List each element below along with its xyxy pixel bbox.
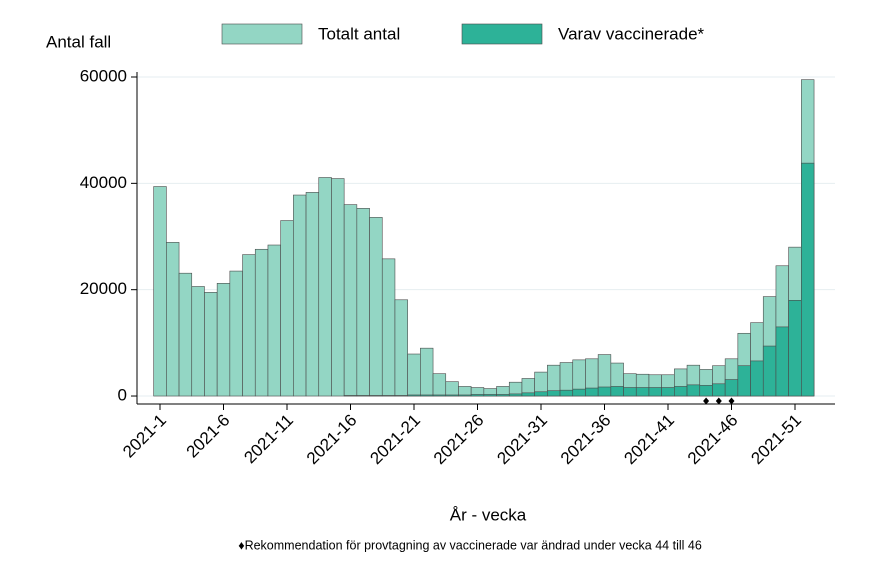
- bar: [420, 394, 434, 397]
- bar: [267, 244, 281, 397]
- bar: [216, 283, 231, 397]
- bar: [686, 384, 701, 397]
- bar: [712, 383, 726, 397]
- x-axis-label: År - vecka: [450, 505, 527, 524]
- bar: [432, 373, 447, 397]
- marker-diamond: [703, 397, 710, 405]
- bar: [420, 347, 434, 397]
- bar: [585, 387, 599, 397]
- bar: [381, 258, 396, 397]
- x-tick-label: 2021-51: [747, 411, 805, 469]
- bar: [635, 387, 650, 397]
- bar: [534, 391, 548, 397]
- bar: [445, 381, 459, 397]
- bar: [547, 390, 561, 397]
- bar: [356, 395, 370, 397]
- y-axis-label: Antal fall: [46, 32, 111, 51]
- bar: [331, 178, 345, 397]
- bar: [597, 386, 612, 397]
- bar: [724, 379, 739, 397]
- bar: [737, 365, 751, 397]
- marker-diamond: [715, 397, 722, 405]
- legend-swatch: [461, 23, 543, 45]
- bar: [407, 353, 421, 397]
- bar: [572, 388, 586, 397]
- bar: [407, 394, 421, 397]
- y-tick-label: 0: [118, 386, 127, 405]
- x-tick-label: 2021-1: [119, 411, 170, 462]
- bar: [445, 394, 459, 397]
- bar: [369, 217, 383, 397]
- y-tick-label: 60000: [80, 66, 127, 85]
- bar: [775, 326, 789, 397]
- bar: [191, 286, 205, 397]
- bar: [254, 248, 269, 397]
- bar: [521, 392, 535, 397]
- legend-label: Totalt antal: [318, 24, 400, 43]
- bar: [343, 395, 358, 397]
- legend-label: Varav vaccinerade*: [558, 24, 705, 43]
- x-tick-label: 2021-16: [303, 411, 361, 469]
- x-tick-label: 2021-31: [493, 411, 551, 469]
- bar: [356, 208, 370, 397]
- x-tick-label: 2021-6: [183, 411, 234, 462]
- bar: [166, 242, 180, 397]
- x-tick-label: 2021-21: [366, 411, 424, 469]
- x-tick-label: 2021-11: [240, 411, 297, 468]
- bar: [381, 395, 396, 397]
- bar: [496, 394, 510, 397]
- bar: [280, 220, 294, 397]
- bar: [242, 254, 256, 397]
- bar: [762, 345, 777, 397]
- bar: [394, 395, 408, 397]
- bar: [229, 270, 243, 397]
- bar: [204, 292, 218, 397]
- bar: [559, 389, 574, 397]
- y-tick-label: 20000: [80, 279, 127, 298]
- bar: [788, 300, 802, 397]
- bar: [801, 162, 815, 397]
- bar: [318, 177, 332, 397]
- bar: [610, 386, 624, 397]
- bar: [648, 387, 662, 397]
- bar: [458, 386, 472, 397]
- bar: [343, 204, 358, 397]
- bar: [293, 194, 307, 397]
- bar: [674, 386, 688, 397]
- footnote: ♦Rekommendation för provtagning av vacci…: [238, 538, 702, 552]
- x-tick-label: 2021-26: [430, 411, 488, 469]
- legend-swatch: [221, 23, 303, 45]
- bar: [470, 394, 485, 397]
- bar: [394, 299, 408, 397]
- x-tick-label: 2021-36: [557, 411, 615, 469]
- bar: [432, 394, 447, 397]
- bar: [178, 272, 193, 397]
- bar: [458, 394, 472, 397]
- bar: [153, 186, 167, 397]
- marker-diamond: [728, 397, 735, 405]
- bar: [508, 393, 523, 397]
- bar: [661, 387, 675, 397]
- bar: [305, 192, 320, 397]
- x-tick-label: 2021-41: [620, 411, 678, 469]
- bar: [369, 395, 383, 397]
- bar: [483, 394, 497, 397]
- x-tick-label: 2021-46: [684, 411, 742, 469]
- y-tick-label: 40000: [80, 173, 127, 192]
- bar: [623, 387, 637, 397]
- bar: [750, 360, 764, 397]
- bar: [699, 385, 713, 397]
